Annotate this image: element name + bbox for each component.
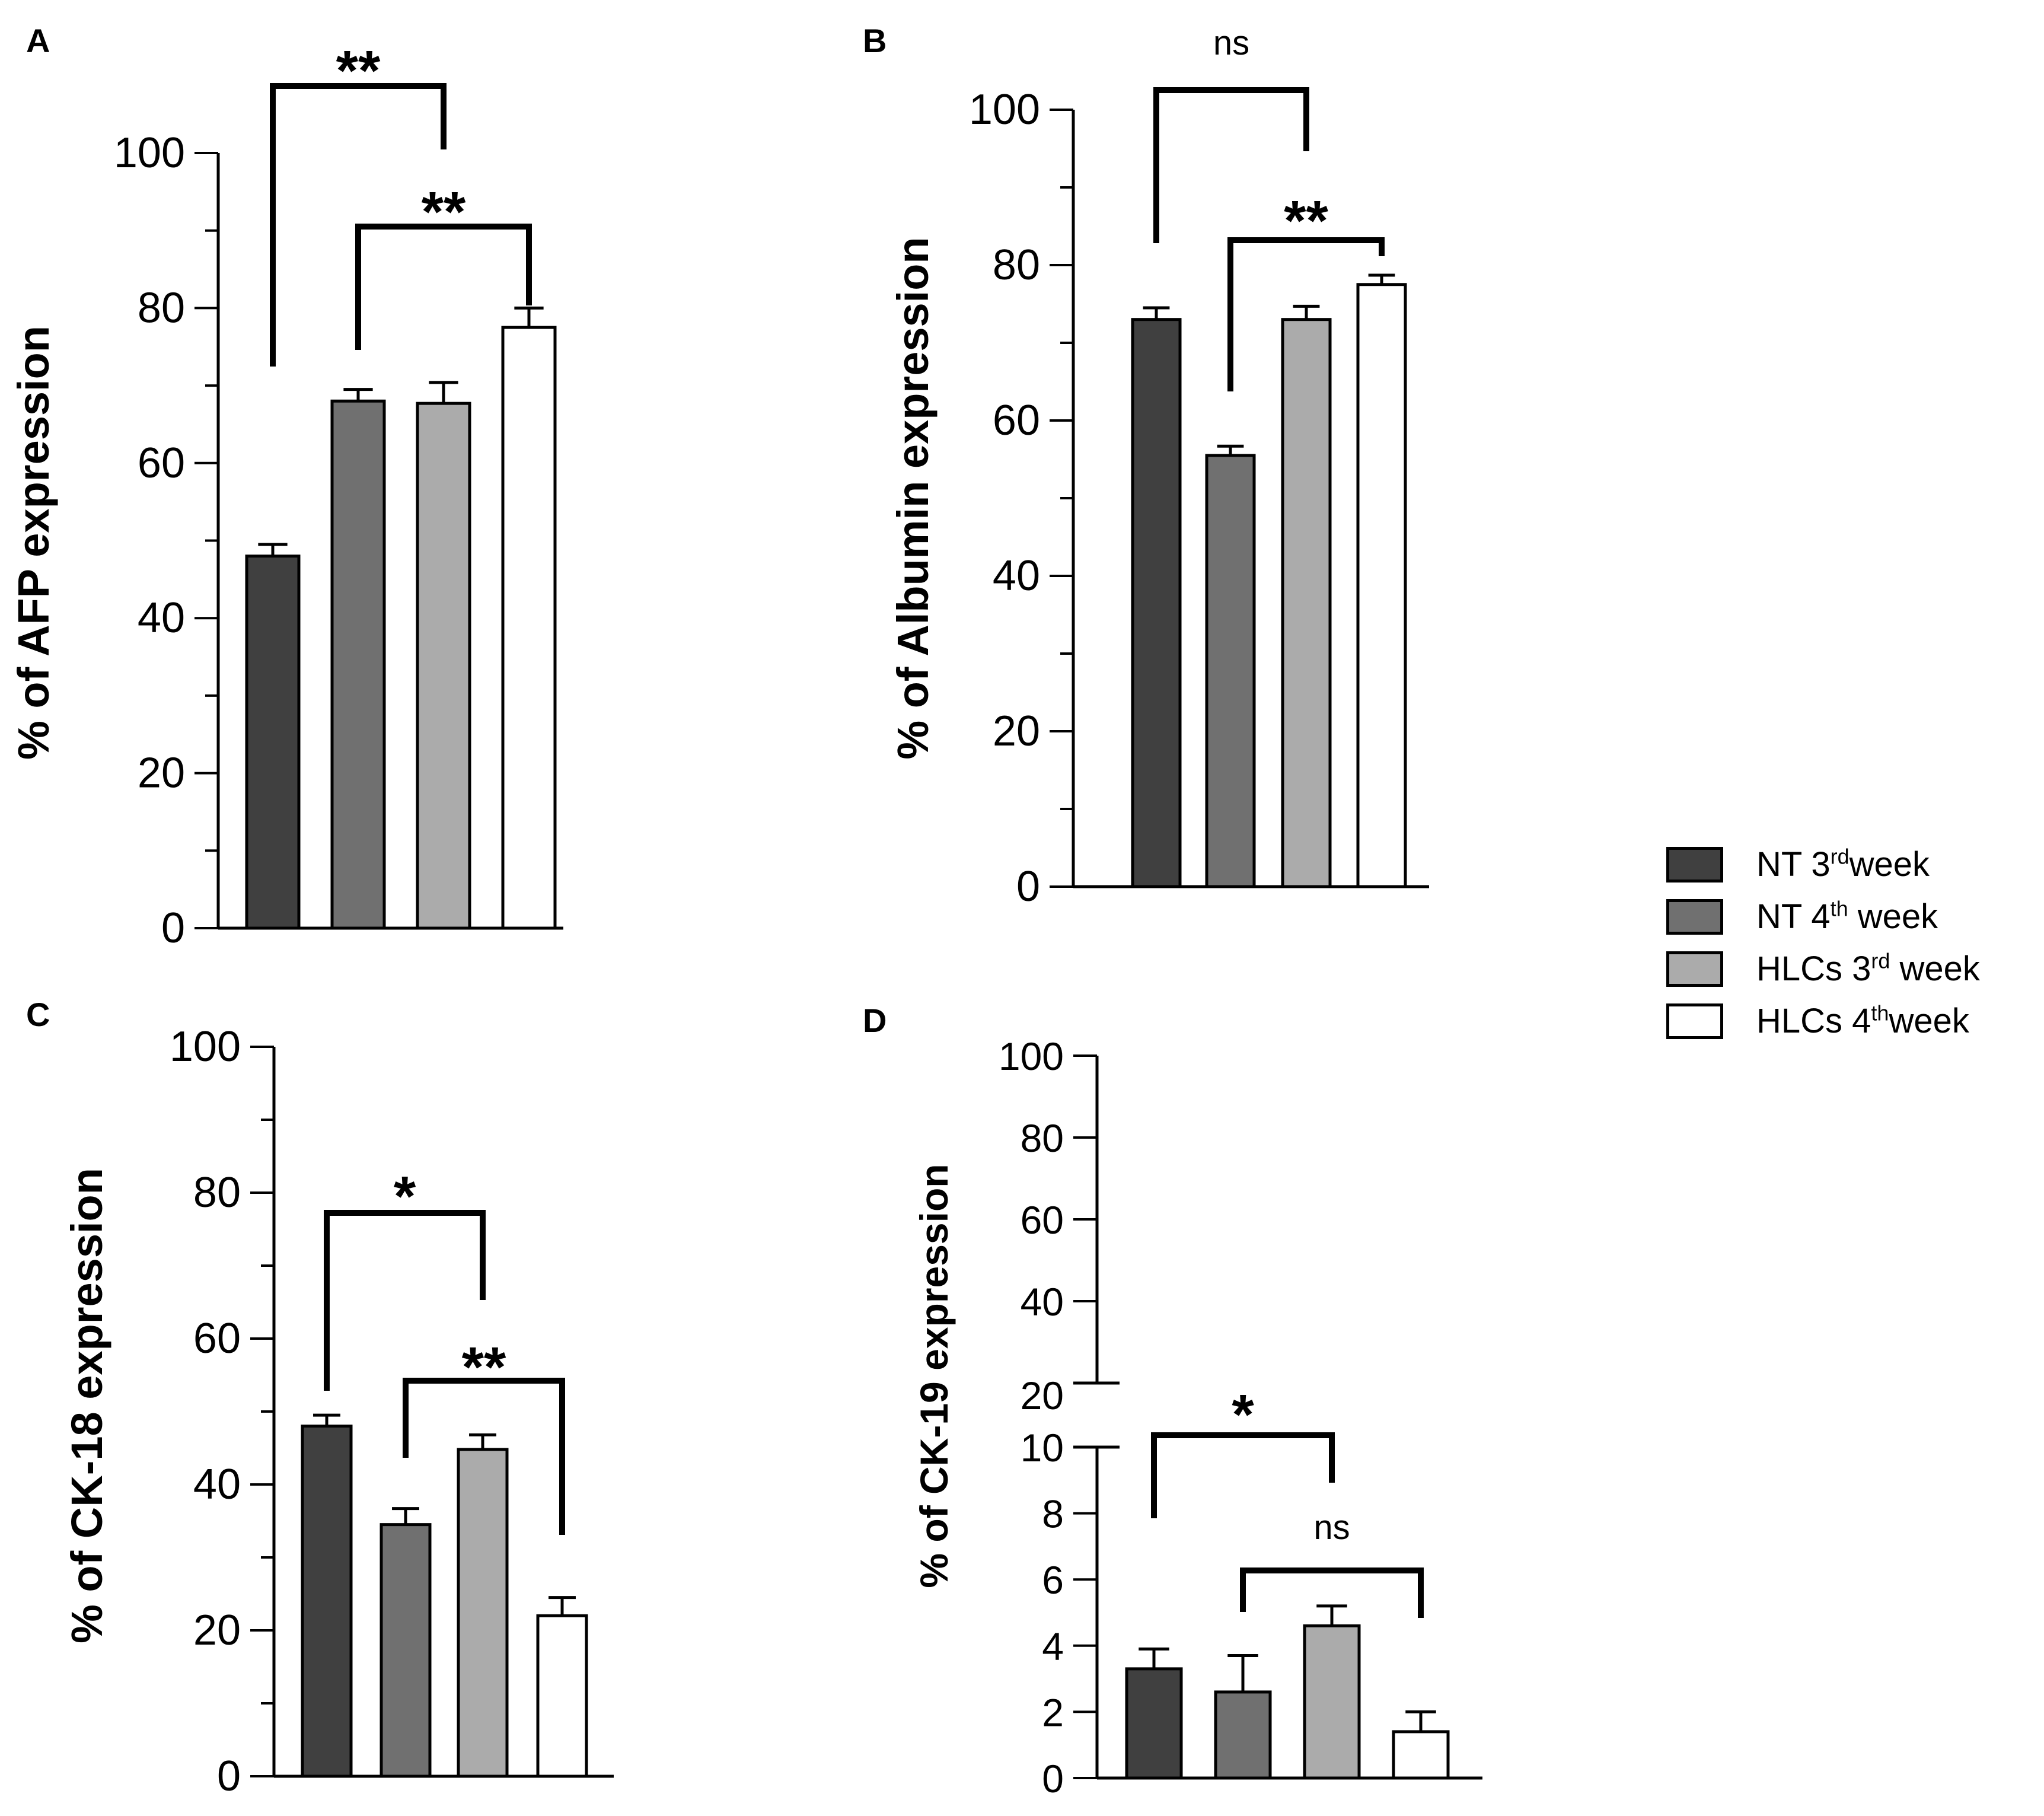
bar-nt-3rd bbox=[301, 1425, 353, 1778]
bar-hlcs-3rd bbox=[1303, 1624, 1361, 1780]
panel-label-c: C bbox=[26, 996, 50, 1033]
y-tick-label: 0 bbox=[1016, 863, 1040, 910]
significance-bracket bbox=[1151, 1432, 1335, 1518]
legend-swatch-hlcs-3rd bbox=[1666, 951, 1723, 987]
bar-hlcs-3rd bbox=[457, 1448, 509, 1778]
y-tick-label: 40 bbox=[993, 552, 1040, 600]
y-axis-title: % of CK-19 expression bbox=[912, 1164, 956, 1588]
y-tick-label: 0 bbox=[217, 1753, 241, 1800]
bar-nt-4th bbox=[1214, 1690, 1272, 1780]
y-tick-label: 100 bbox=[114, 129, 185, 177]
y-tick-label: 80 bbox=[193, 1169, 241, 1216]
significance-label: ns bbox=[1313, 1508, 1350, 1547]
y-tick-label: 60 bbox=[193, 1315, 241, 1362]
legend-label-hlcs-3rd: HLCs 3rd week bbox=[1756, 948, 1980, 988]
y-tick-label: 20 bbox=[1021, 1374, 1064, 1417]
y-tick-label: 20 bbox=[138, 750, 185, 797]
significance-label: ** bbox=[1284, 189, 1328, 253]
y-tick-label: 6 bbox=[1042, 1558, 1064, 1602]
significance-label: ns bbox=[1213, 24, 1249, 62]
legend-label-hlcs-4th: HLCs 4thweek bbox=[1756, 1001, 1969, 1040]
significance-bracket bbox=[1153, 87, 1309, 243]
legend-swatch-hlcs-4th bbox=[1666, 1003, 1723, 1039]
panel-d-chart: 0 2 4 6 8 10 20 40 60 80 100 % of CK-19 expression *… bbox=[912, 1034, 1482, 1801]
y-tick-label: 60 bbox=[138, 439, 185, 487]
significance-label: ** bbox=[336, 39, 381, 103]
y-tick-label: 60 bbox=[993, 397, 1040, 444]
y-tick-label: 100 bbox=[999, 1034, 1064, 1078]
significance-bracket bbox=[324, 1210, 486, 1391]
legend-item-nt-4th: NT 4th week bbox=[1666, 894, 2034, 947]
y-tick-label: 80 bbox=[1021, 1116, 1064, 1160]
bar-nt-4th bbox=[380, 1523, 432, 1778]
y-tick-label: 20 bbox=[193, 1607, 241, 1654]
panel-label-d: D bbox=[863, 1002, 887, 1039]
y-tick-label: 10 bbox=[1021, 1426, 1064, 1470]
y-tick-label: 8 bbox=[1042, 1492, 1064, 1536]
legend-swatch-nt-4th bbox=[1666, 899, 1723, 935]
significance-bracket bbox=[1240, 1568, 1424, 1618]
legend-swatch-nt-3rd bbox=[1666, 847, 1723, 882]
y-tick-label: 0 bbox=[161, 904, 185, 952]
legend-label-nt-3rd: NT 3rdweek bbox=[1756, 844, 1930, 884]
bar-nt-4th bbox=[330, 399, 386, 930]
y-axis-title: % of Albumin expression bbox=[888, 237, 938, 759]
bar-hlcs-3rd bbox=[416, 402, 471, 930]
significance-bracket bbox=[270, 83, 447, 367]
y-tick-label: 80 bbox=[138, 284, 185, 332]
bar-nt-3rd bbox=[1125, 1667, 1183, 1780]
y-tick-label: 40 bbox=[138, 594, 185, 642]
y-tick-label: 2 bbox=[1042, 1690, 1064, 1734]
legend-item-hlcs-3rd: HLCs 3rd week bbox=[1666, 947, 2034, 999]
y-tick-label: 0 bbox=[1042, 1757, 1064, 1801]
significance-label: ** bbox=[422, 180, 466, 244]
bar-hlcs-3rd bbox=[1281, 318, 1332, 888]
bar-hlcs-4th bbox=[1392, 1730, 1450, 1780]
bar-nt-3rd bbox=[245, 555, 301, 930]
legend-item-hlcs-4th: HLCs 4thweek bbox=[1666, 999, 2034, 1051]
bar-hlcs-4th bbox=[536, 1614, 588, 1778]
bar-nt-3rd bbox=[1131, 318, 1182, 888]
legend-label-nt-4th: NT 4th week bbox=[1756, 896, 1938, 936]
legend: NT 3rdweek NT 4th week HLCs 3rd week HLC… bbox=[1666, 842, 2034, 1051]
y-tick-label: 40 bbox=[1021, 1280, 1064, 1324]
y-tick-label: 20 bbox=[993, 708, 1040, 755]
y-tick-label: 100 bbox=[170, 1023, 241, 1071]
significance-bracket bbox=[355, 224, 532, 350]
significance-label: ** bbox=[462, 1336, 506, 1399]
bar-hlcs-4th bbox=[1356, 283, 1407, 888]
y-tick-label: 80 bbox=[993, 241, 1040, 289]
panel-label-a: A bbox=[26, 22, 50, 59]
legend-item-nt-3rd: NT 3rdweek bbox=[1666, 842, 2034, 894]
y-tick-label: 4 bbox=[1042, 1624, 1064, 1668]
panel-label-b: B bbox=[863, 22, 887, 59]
y-tick-label: 100 bbox=[969, 86, 1040, 133]
significance-bracket bbox=[403, 1378, 565, 1535]
significance-label: * bbox=[394, 1165, 416, 1228]
significance-label: * bbox=[1232, 1383, 1254, 1447]
y-axis-title: % of AFP expression bbox=[9, 326, 58, 760]
panel-b-chart: 0 20 40 60 80 100 % of Albumin expression ns ** bbox=[888, 24, 1429, 910]
significance-bracket bbox=[1227, 237, 1385, 391]
bar-hlcs-4th bbox=[501, 326, 557, 930]
y-tick-label: 40 bbox=[193, 1461, 241, 1508]
y-tick-label: 60 bbox=[1021, 1198, 1064, 1242]
panel-a-chart: 0 20 40 60 80 100 % of AFP expression ** ** bbox=[9, 39, 563, 952]
y-axis-title: % of CK-18 expression bbox=[62, 1168, 111, 1643]
bar-nt-4th bbox=[1205, 454, 1256, 888]
